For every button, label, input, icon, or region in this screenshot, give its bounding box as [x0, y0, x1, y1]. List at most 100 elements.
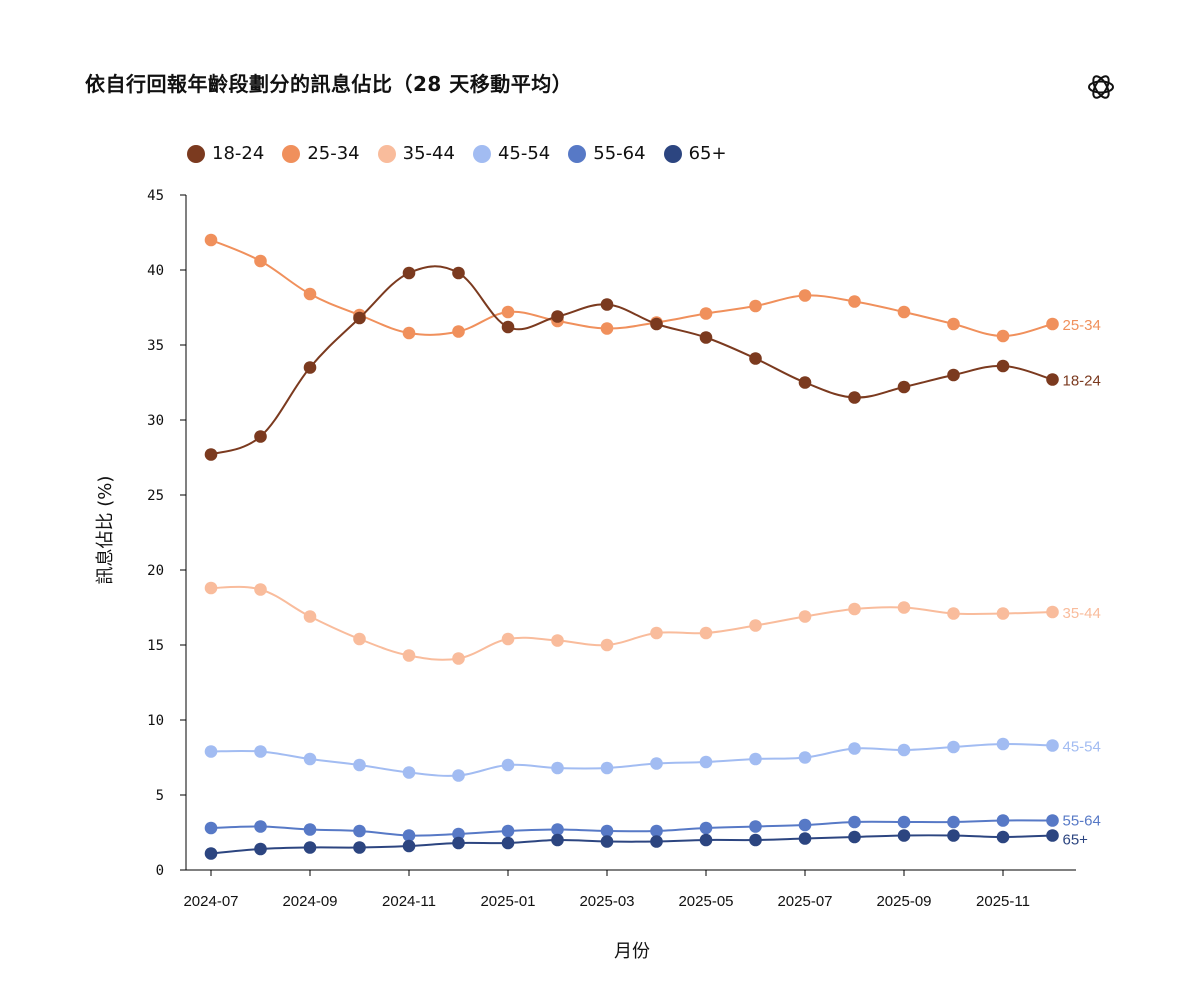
data-point — [452, 827, 465, 841]
data-point — [353, 841, 366, 854]
data-point — [452, 266, 465, 280]
legend-item-65-plus[interactable]: 65+ — [663, 143, 727, 164]
legend: 18-24 25-34 35-44 45-54 55-64 65+ — [187, 143, 727, 164]
data-point — [848, 391, 861, 404]
data-point — [798, 818, 812, 832]
data-point — [699, 331, 713, 344]
data-point — [501, 305, 515, 319]
data-point — [947, 740, 960, 754]
legend-swatch — [568, 144, 587, 163]
legend-item-55-64[interactable]: 55-64 — [568, 143, 646, 164]
data-point — [897, 601, 911, 614]
data-point — [897, 829, 911, 842]
data-point — [749, 619, 762, 632]
data-point — [353, 632, 366, 646]
data-point — [204, 821, 218, 835]
data-point — [650, 317, 663, 331]
data-point — [303, 752, 317, 766]
x-tick-label: 2025-05 — [678, 893, 733, 910]
x-tick-label: 2024-07 — [183, 893, 238, 910]
data-point — [551, 833, 564, 847]
series-end-label: 55-64 — [1063, 813, 1101, 830]
data-point — [402, 326, 416, 340]
x-tick-label: 2025-11 — [976, 893, 1030, 910]
data-point — [254, 583, 267, 596]
series-end-label: 45-54 — [1063, 739, 1101, 756]
data-point — [650, 824, 663, 838]
legend-item-25-34[interactable]: 25-34 — [282, 143, 360, 164]
series-line-45-54 — [210, 742, 1053, 777]
legend-item-45-54[interactable]: 45-54 — [472, 143, 550, 164]
data-point — [204, 448, 218, 461]
data-point — [848, 742, 861, 755]
y-axis-label: 訊息佔比 (%) — [95, 475, 116, 585]
data-point — [452, 325, 465, 338]
series-end-label: 65+ — [1063, 832, 1089, 849]
y-tick-label: 40 — [147, 263, 164, 279]
series-end-label: 18-24 — [1063, 373, 1101, 390]
data-point — [650, 757, 663, 770]
data-point — [1046, 829, 1059, 842]
data-point — [353, 758, 366, 772]
data-point — [204, 847, 218, 860]
legend-label: 25-34 — [307, 143, 360, 164]
data-point — [600, 298, 614, 311]
chart-title: 依自行回報年齡段劃分的訊息佔比（28 天移動平均） — [85, 72, 573, 96]
data-point — [996, 329, 1010, 343]
data-point — [402, 839, 416, 853]
data-point — [303, 610, 317, 623]
series-line-65+ — [210, 834, 1053, 855]
data-point — [204, 233, 218, 247]
data-point — [402, 766, 416, 779]
legend-label: 35-44 — [402, 143, 455, 164]
data-point — [353, 824, 366, 838]
data-point — [452, 769, 465, 782]
data-point — [1046, 317, 1059, 331]
data-point — [501, 758, 515, 772]
data-point — [501, 320, 515, 334]
data-point — [402, 649, 416, 662]
data-point — [996, 814, 1010, 827]
data-point — [254, 842, 267, 856]
data-point — [897, 815, 911, 829]
data-point — [303, 287, 317, 301]
data-point — [452, 836, 465, 850]
legend-item-35-44[interactable]: 35-44 — [377, 143, 455, 164]
data-point — [650, 835, 663, 848]
x-tick-label: 2025-01 — [480, 893, 535, 910]
data-point — [551, 310, 564, 323]
series-end-label: 25-34 — [1063, 317, 1101, 334]
legend-label: 55-64 — [593, 143, 646, 164]
data-point — [947, 815, 960, 829]
data-point — [402, 266, 416, 280]
series-end-label: 35-44 — [1063, 605, 1101, 622]
data-point — [996, 737, 1010, 751]
y-tick-label: 35 — [147, 338, 164, 354]
data-point — [650, 626, 663, 640]
data-point — [947, 368, 960, 382]
data-point — [749, 752, 762, 766]
legend-label: 18-24 — [212, 143, 265, 164]
x-tick-label: 2025-03 — [579, 893, 634, 910]
data-point — [1046, 814, 1059, 827]
x-tick-label: 2024-09 — [282, 893, 337, 910]
y-tick-label: 0 — [156, 863, 164, 879]
series-line-55-64 — [210, 819, 1053, 837]
legend-label: 65+ — [688, 143, 727, 164]
data-point — [897, 743, 911, 757]
data-point — [452, 652, 465, 665]
x-tick-label: 2025-07 — [777, 893, 832, 910]
data-point — [501, 836, 515, 850]
data-point — [897, 380, 911, 394]
y-tick-label: 45 — [147, 188, 164, 204]
x-axis-label: 月份 — [614, 941, 650, 962]
data-point — [600, 761, 614, 775]
data-point — [402, 829, 416, 842]
data-point — [204, 745, 218, 758]
x-tick-label: 2024-11 — [382, 893, 436, 910]
data-point — [1046, 739, 1059, 752]
data-point — [303, 841, 317, 854]
legend-item-18-24[interactable]: 18-24 — [187, 143, 264, 164]
data-point — [798, 376, 812, 389]
